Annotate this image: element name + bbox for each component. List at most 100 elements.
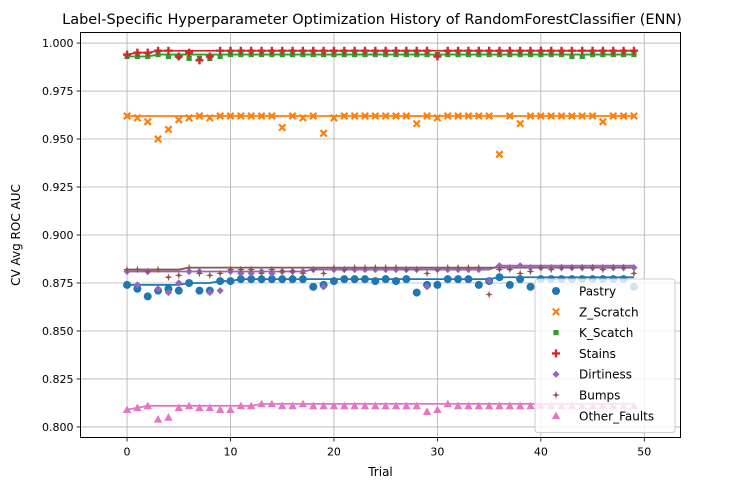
point-stains	[557, 46, 566, 55]
point-bumps	[288, 267, 297, 276]
point-other-faults	[402, 401, 411, 410]
point-stains	[278, 46, 287, 55]
x-tick-label: 10	[224, 446, 238, 459]
y-axis-label: CV Avg ROC AUC	[9, 184, 23, 286]
point-bumps	[298, 269, 307, 278]
y-tick-label: 0.825	[42, 373, 74, 386]
point-pastry	[174, 286, 183, 295]
point-stains	[185, 48, 194, 57]
point-bumps	[495, 265, 504, 274]
point-z-scratch	[226, 112, 235, 120]
series-stains	[123, 46, 638, 65]
point-bumps	[257, 269, 266, 278]
point-dirtiness	[206, 288, 214, 297]
point-other-faults	[360, 401, 370, 410]
point-bumps	[340, 265, 349, 274]
point-bumps	[309, 265, 318, 274]
y-tick-label: 0.975	[42, 85, 74, 98]
point-bumps	[412, 265, 421, 274]
legend-label-stains: Stains	[579, 347, 616, 361]
point-other-faults	[309, 401, 318, 410]
point-stains	[123, 50, 132, 59]
point-z-scratch	[588, 112, 597, 120]
point-bumps	[360, 263, 369, 272]
point-stains	[298, 46, 307, 55]
point-stains	[257, 46, 266, 55]
point-other-faults	[122, 405, 132, 414]
point-other-faults	[319, 401, 328, 410]
point-bumps	[567, 263, 576, 272]
point-bumps	[329, 263, 338, 272]
point-other-faults	[205, 403, 215, 412]
legend-marker-k-scatch	[553, 330, 559, 336]
point-stains	[133, 48, 142, 57]
point-pastry	[402, 275, 411, 284]
legend-label-k-scatch: K_Scatch	[579, 326, 633, 340]
point-stains	[495, 46, 504, 55]
point-z-scratch	[412, 119, 421, 128]
point-k-scatch	[217, 53, 223, 60]
point-k-scatch	[569, 53, 575, 60]
point-stains	[619, 46, 628, 55]
legend-label-z-scratch: Z_Scratch	[579, 305, 639, 319]
point-z-scratch	[609, 112, 618, 120]
point-z-scratch	[236, 112, 245, 120]
point-pastry	[247, 275, 256, 284]
point-stains	[360, 46, 369, 55]
point-pastry	[392, 277, 401, 286]
point-stains	[547, 46, 556, 55]
point-k-scatch	[579, 53, 585, 60]
point-pastry	[236, 275, 245, 284]
point-stains	[433, 52, 442, 61]
point-z-scratch	[143, 117, 152, 126]
point-stains	[609, 46, 618, 55]
x-tick-label: 0	[124, 446, 131, 459]
legend-marker-other-faults	[551, 411, 561, 420]
point-z-scratch	[174, 115, 183, 124]
point-bumps	[216, 269, 225, 278]
point-pastry	[309, 282, 318, 291]
point-dirtiness	[154, 285, 162, 293]
point-z-scratch	[516, 119, 525, 128]
point-other-faults	[329, 401, 339, 410]
point-bumps	[454, 263, 463, 272]
point-other-faults	[371, 401, 380, 410]
point-bumps	[350, 263, 359, 272]
point-stains	[454, 46, 463, 55]
x-tick-label: 30	[430, 446, 444, 459]
point-z-scratch	[371, 112, 380, 120]
point-k-scatch	[165, 53, 172, 60]
point-pastry	[267, 275, 276, 284]
point-bumps	[619, 263, 628, 272]
point-pastry	[123, 280, 132, 289]
point-other-faults	[153, 415, 163, 423]
y-tick-label: 0.925	[42, 181, 74, 194]
point-other-faults	[391, 401, 401, 410]
point-pastry	[350, 275, 359, 284]
point-pastry	[185, 278, 194, 287]
point-bumps	[154, 265, 163, 274]
point-z-scratch	[205, 113, 214, 122]
point-z-scratch	[298, 113, 307, 122]
data-points	[122, 46, 639, 423]
point-other-faults	[350, 401, 359, 410]
point-z-scratch	[485, 112, 494, 120]
point-bumps	[629, 269, 638, 278]
point-stains	[474, 46, 483, 55]
point-z-scratch	[526, 112, 535, 120]
x-tick-label: 50	[637, 446, 651, 459]
point-bumps	[505, 265, 514, 274]
point-pastry	[298, 275, 307, 284]
point-dirtiness	[423, 283, 431, 291]
point-z-scratch	[164, 125, 173, 134]
point-other-faults	[215, 405, 225, 414]
point-stains	[464, 46, 473, 55]
point-other-faults	[433, 405, 442, 414]
point-stains	[526, 46, 535, 55]
point-other-faults	[246, 401, 256, 410]
point-other-faults	[288, 401, 297, 410]
point-pastry	[288, 275, 297, 284]
point-other-faults	[195, 403, 204, 412]
point-dirtiness	[175, 279, 183, 287]
point-k-scatch	[186, 55, 192, 62]
